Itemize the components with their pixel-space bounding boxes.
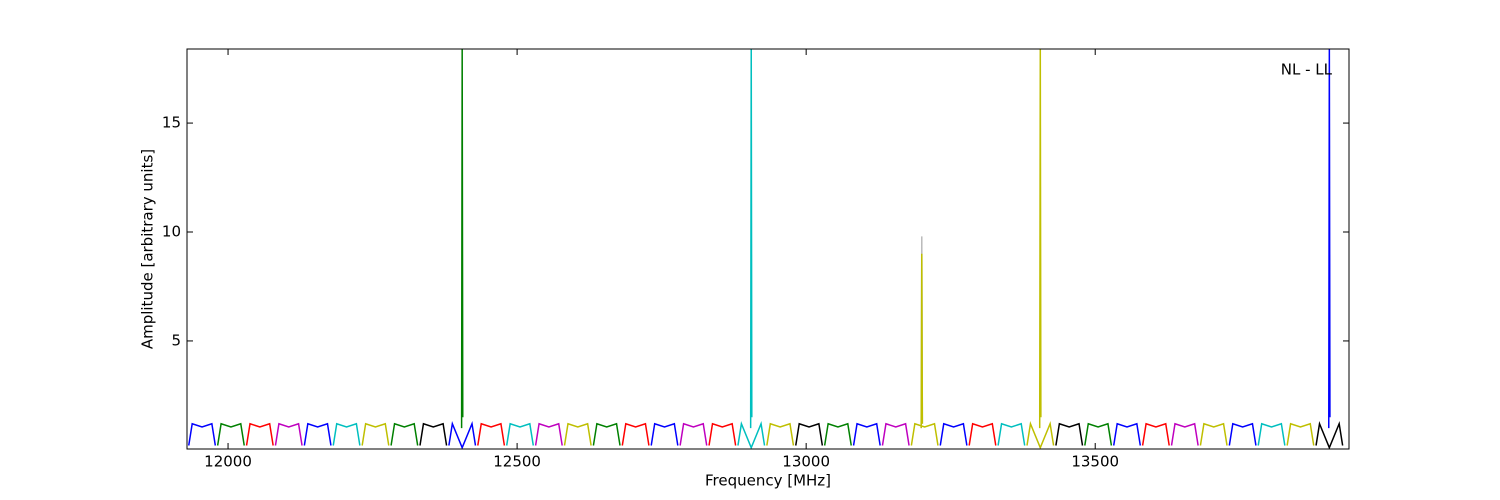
spectrum-line (920, 253, 924, 429)
spectrum-line (460, 49, 464, 429)
spectrum-line (1199, 422, 1228, 446)
plot-area (187, 49, 1344, 449)
spectrum-line (621, 422, 650, 446)
spectrum-line (997, 422, 1026, 446)
y-axis-label: Amplitude [arbitrary units] (139, 149, 157, 349)
spectrum-line (650, 422, 679, 446)
y-tick-label: 5 (171, 331, 181, 349)
spectrum-line (1286, 422, 1315, 446)
spectrum-line (737, 420, 766, 449)
spectrum-line (679, 422, 708, 446)
x-tick-label: 13000 (782, 453, 830, 471)
spectrum-line (534, 422, 563, 446)
spectrum-line (274, 422, 303, 446)
y-tick-label: 10 (162, 223, 181, 241)
annotation: NL - LL (1281, 61, 1333, 79)
spectrum-line (1328, 49, 1331, 429)
spectrum-line (1141, 422, 1170, 446)
spectrum-line (968, 422, 997, 446)
spectrum-line (1084, 422, 1113, 446)
spectrum-line (592, 422, 621, 446)
spectrum-line (939, 422, 968, 446)
spectrum-line (795, 422, 824, 446)
axes-frame (186, 48, 1350, 450)
spectrum-line (749, 49, 753, 429)
spectrum-line (910, 422, 939, 446)
spectrum-line (505, 422, 535, 446)
spectrum-line (881, 422, 910, 446)
spectrum-line (766, 422, 795, 446)
spectrum-line (303, 422, 332, 446)
x-tick-label: 12000 (204, 453, 252, 471)
spectrum-line (1112, 422, 1142, 446)
spectrum-line (245, 422, 274, 446)
spectrum-line (708, 422, 737, 446)
spectrum-line (390, 422, 419, 446)
spectrum-line (1026, 420, 1055, 449)
spectrum-line (1170, 422, 1199, 446)
spectrum-line (1257, 422, 1286, 446)
spectrum-line (1228, 422, 1257, 446)
x-tick-label: 13500 (1071, 453, 1119, 471)
spectrum-line (1315, 420, 1344, 449)
spectrum-line (477, 422, 506, 446)
spectrum-line (1038, 49, 1042, 429)
spectrum-line (419, 422, 448, 446)
y-tick-label: 15 (162, 114, 181, 132)
spectrum-line (361, 422, 390, 446)
spectrum-line (448, 420, 477, 449)
spectrum-line (823, 422, 852, 446)
spectrum-line (563, 422, 592, 446)
spectrum-line (1055, 422, 1084, 446)
x-axis-label: Frequency [MHz] (705, 472, 831, 490)
spectrum-line (216, 422, 245, 446)
spectrum-line (187, 422, 217, 446)
spectrum-line (852, 422, 881, 446)
spectrum-line (332, 422, 361, 446)
x-tick-label: 12500 (493, 453, 541, 471)
